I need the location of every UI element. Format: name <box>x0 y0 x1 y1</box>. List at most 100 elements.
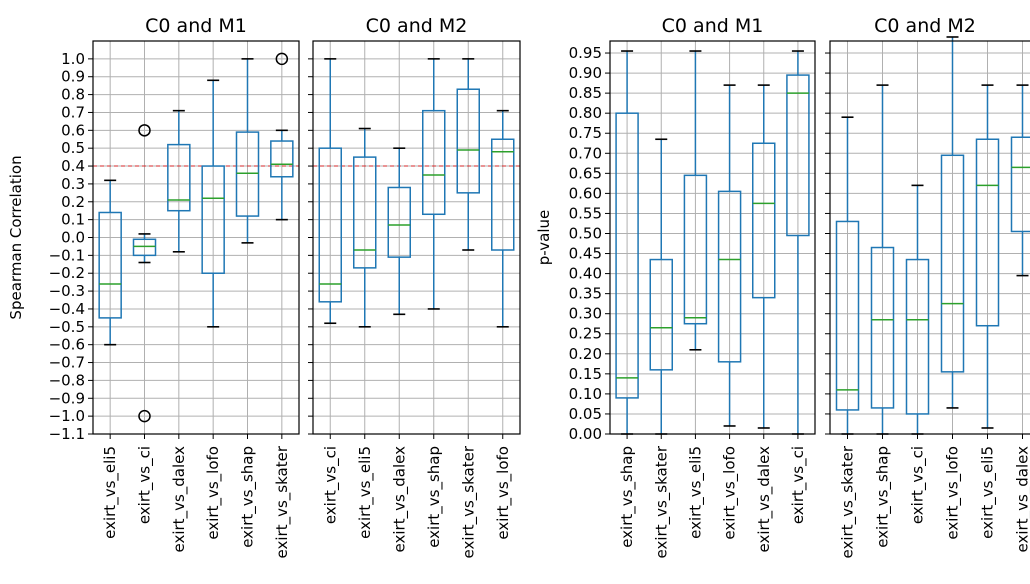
outlier-point <box>275 52 289 66</box>
y-tick-label: 0.65 <box>569 164 602 182</box>
outlier-point <box>138 124 151 137</box>
y-tick-label: 0.70 <box>569 144 602 162</box>
box-body <box>835 220 860 411</box>
y-tick-label: 0.05 <box>569 405 602 423</box>
axes-frame <box>92 40 300 435</box>
box-exirt_vs_eli5 <box>683 50 708 351</box>
box-body <box>491 138 515 251</box>
box-body <box>649 258 673 371</box>
y-tick-label: −1.0 <box>49 407 85 425</box>
y-tick-label: 0.00 <box>569 425 602 443</box>
outlier-point <box>138 409 151 423</box>
box-body <box>975 138 1000 327</box>
y-axis-label: p-value <box>535 210 553 266</box>
y-tick-label: 0.3 <box>61 175 85 193</box>
box-exirt_vs_dalex <box>752 84 776 429</box>
x-category-label: exirt_vs_lofo <box>494 446 513 540</box>
panel-3: 0.95 0.90 0.85 0.80 0.75 0.70 0.65 0.60 0.55 0.50… <box>535 15 816 558</box>
box-exirt_vs_ci <box>786 50 810 435</box>
box-body <box>717 190 742 363</box>
box-body <box>940 154 965 373</box>
box-exirt_vs_ci <box>132 124 157 423</box>
y-tick-label: 0.40 <box>569 265 602 283</box>
box-body <box>786 74 810 237</box>
y-tick-label: 0.95 <box>569 44 602 62</box>
box-exirt_vs_eli5 <box>98 179 122 346</box>
box-body <box>132 238 157 257</box>
panel-4: exirt_vs_skater exirt_vs_shap exirt_vs_ci e… <box>825 15 1030 558</box>
y-tick-label: −0.1 <box>49 246 85 264</box>
x-category-label: exirt_vs_shap <box>425 446 444 548</box>
y-tick-label: 0.8 <box>61 86 85 104</box>
x-category-label: exirt_vs_skater <box>273 445 292 558</box>
y-axis-label: Spearman Correlation <box>7 155 25 319</box>
x-category-label: exirt_vs_lofo <box>721 446 740 540</box>
y-tick-label: 0.85 <box>569 84 602 102</box>
y-tick-label: 0.10 <box>569 385 602 403</box>
box-exirt_vs_lofo <box>491 109 515 328</box>
panel-title: C0 and M2 <box>366 15 468 37</box>
x-category-label: exirt_vs_dalex <box>170 446 189 553</box>
box-exirt_vs_dalex <box>167 109 191 253</box>
x-category-label: exirt_vs_skater <box>652 445 671 558</box>
x-category-label: exirt_vs_dalex <box>755 446 774 553</box>
box-body <box>270 140 294 178</box>
y-tick-label: 0.25 <box>569 325 602 343</box>
box-body <box>318 147 342 303</box>
panel-title: C0 and M1 <box>662 15 764 37</box>
y-tick-label: −1.1 <box>49 425 85 443</box>
x-category-label: exirt_vs_eli5 <box>101 446 120 539</box>
y-tick-label: 0.35 <box>569 285 602 303</box>
y-tick-label: −0.7 <box>49 354 85 372</box>
box-exirt_vs_dalex <box>387 147 411 316</box>
x-category-label: exirt_vs_skater <box>839 445 858 558</box>
box-body <box>422 109 446 216</box>
y-tick-label: 0.20 <box>569 345 602 363</box>
x-category-label: exirt_vs_eli5 <box>686 446 705 539</box>
box-exirt_vs_skater <box>456 58 480 251</box>
box-exirt_vs_ci <box>318 58 342 325</box>
y-tick-label: −0.3 <box>49 282 85 300</box>
box-exirt_vs_skater <box>649 138 673 435</box>
x-category-label: exirt_vs_dalex <box>1014 446 1030 553</box>
y-tick-label: 0.7 <box>61 103 85 121</box>
x-category-label: exirt_vs_ci <box>321 446 340 524</box>
panel-title: C0 and M1 <box>145 15 247 37</box>
box-body <box>235 131 260 217</box>
x-category-label: exirt_vs_eli5 <box>979 446 998 539</box>
panel-title: C0 and M2 <box>874 15 976 37</box>
box-body <box>752 142 776 299</box>
box-body <box>98 211 122 319</box>
box-body <box>1010 136 1030 233</box>
y-tick-label: 0.15 <box>569 365 602 383</box>
box-exirt_vs_eli5 <box>353 127 377 328</box>
panel-2: exirt_vs_ci exirt_vs_eli5 exirt_vs_dalex ex… <box>308 15 521 558</box>
y-tick-label: 0.75 <box>569 124 602 142</box>
x-category-label: exirt_vs_skater <box>459 445 478 558</box>
y-tick-label: −0.6 <box>49 336 85 354</box>
y-tick-label: 0.5 <box>61 139 85 157</box>
box-body <box>353 156 377 269</box>
box-exirt_vs_dalex <box>1010 84 1030 277</box>
y-tick-label: 0.90 <box>569 64 602 82</box>
y-tick-label: −0.8 <box>49 371 85 389</box>
box-exirt_vs_shap <box>870 84 895 435</box>
x-category-label: exirt_vs_ci <box>136 446 155 524</box>
x-category-label: exirt_vs_eli5 <box>356 446 375 539</box>
box-body <box>387 186 411 258</box>
y-tick-label: 1.0 <box>61 50 85 68</box>
x-category-label: exirt_vs_shap <box>874 446 893 548</box>
y-tick-label: −0.9 <box>49 389 85 407</box>
box-body <box>870 246 895 409</box>
axes-frame <box>609 40 816 435</box>
box-exirt_vs_lofo <box>940 36 965 409</box>
box-body <box>683 174 708 325</box>
y-tick-label: −0.4 <box>49 300 85 318</box>
y-tick-label: 0.50 <box>569 224 602 242</box>
box-exirt_vs_skater <box>270 52 294 221</box>
y-tick-label: 0.80 <box>569 104 602 122</box>
x-category-label: exirt_vs_dalex <box>390 446 409 553</box>
box-body <box>615 112 639 399</box>
x-category-label: exirt_vs_ci <box>789 446 808 524</box>
